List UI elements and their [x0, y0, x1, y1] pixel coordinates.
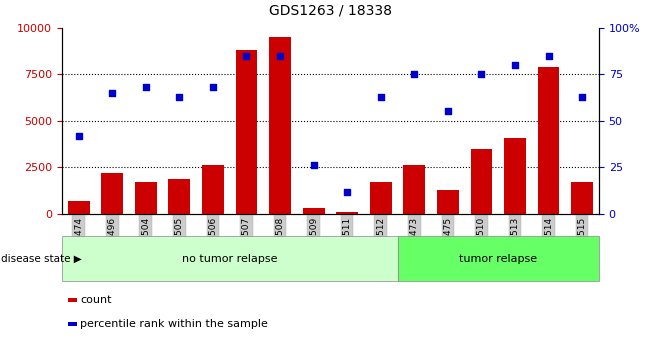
Bar [202, 166, 224, 214]
Bar [370, 182, 392, 214]
Point [208, 85, 218, 90]
Point [309, 163, 319, 168]
Point [510, 62, 520, 68]
Text: GSM50509: GSM50509 [309, 217, 318, 266]
Text: GSM50511: GSM50511 [342, 217, 352, 266]
Text: GSM50473: GSM50473 [409, 217, 419, 266]
Text: GSM50496: GSM50496 [107, 217, 117, 266]
Bar [269, 37, 291, 214]
Text: count: count [80, 295, 111, 305]
Point [242, 53, 252, 58]
Point [477, 71, 487, 77]
Text: tumor relapse: tumor relapse [459, 254, 537, 264]
Bar [437, 190, 459, 214]
Point [577, 94, 587, 99]
Bar [135, 182, 157, 214]
Point [544, 53, 554, 58]
Bar [337, 212, 358, 214]
Text: no tumor relapse: no tumor relapse [182, 254, 277, 264]
Bar [236, 50, 257, 214]
Point [74, 133, 84, 138]
Bar [504, 138, 526, 214]
Text: GSM50506: GSM50506 [208, 217, 217, 266]
Point [107, 90, 117, 96]
Text: GSM50508: GSM50508 [275, 217, 284, 266]
Bar [404, 166, 425, 214]
Point [275, 53, 285, 58]
Point [376, 94, 386, 99]
Bar [169, 178, 190, 214]
Bar [571, 182, 593, 214]
Bar [102, 173, 123, 214]
Text: GSM50514: GSM50514 [544, 217, 553, 266]
Text: GSM50512: GSM50512 [376, 217, 385, 266]
Text: GSM50515: GSM50515 [577, 217, 587, 266]
Text: GSM50510: GSM50510 [477, 217, 486, 266]
Text: GSM50504: GSM50504 [141, 217, 150, 266]
Text: disease state ▶: disease state ▶ [1, 254, 82, 264]
Bar [538, 67, 559, 214]
Text: GSM50475: GSM50475 [443, 217, 452, 266]
Text: GSM50505: GSM50505 [175, 217, 184, 266]
Point [174, 94, 184, 99]
Point [443, 109, 453, 114]
Text: GDS1263 / 18338: GDS1263 / 18338 [269, 3, 392, 17]
Text: GSM50513: GSM50513 [510, 217, 519, 266]
Bar [68, 201, 90, 214]
Point [409, 71, 419, 77]
Text: percentile rank within the sample: percentile rank within the sample [80, 319, 268, 329]
Point [342, 189, 352, 194]
Text: GSM50474: GSM50474 [74, 217, 83, 266]
Text: GSM50507: GSM50507 [242, 217, 251, 266]
Bar [303, 208, 324, 214]
Point [141, 85, 151, 90]
Bar [471, 149, 492, 214]
